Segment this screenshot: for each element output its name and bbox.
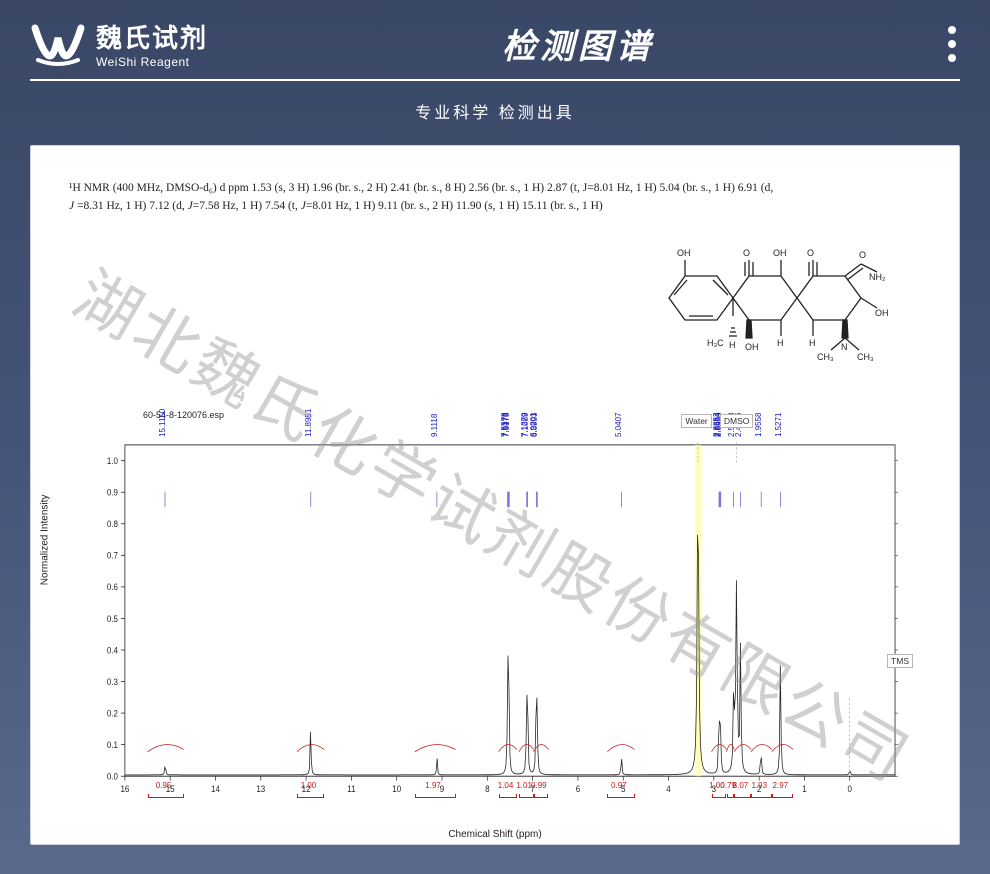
spectrum-svg: 0.00.10.20.30.40.50.60.70.80.91.01615141… (81, 436, 909, 814)
solvent-label: DMSO (720, 414, 754, 428)
svg-text:11: 11 (347, 783, 356, 794)
svg-text:13: 13 (256, 783, 265, 794)
mol-n: N (841, 342, 848, 352)
integral-bracket (519, 794, 533, 798)
integral-value: 0.99 (531, 781, 547, 790)
integral-bracket (734, 794, 751, 798)
svg-text:0.5: 0.5 (107, 613, 118, 624)
svg-text:0.2: 0.2 (107, 708, 118, 719)
integral-bracket (148, 794, 184, 798)
integral-value: 0.95 (156, 781, 172, 790)
svg-text:0.9: 0.9 (107, 487, 118, 498)
svg-text:1.0: 1.0 (107, 456, 118, 467)
header-divider (30, 79, 960, 81)
peak-label: 11.8951 (304, 409, 313, 437)
subtitle: 专业科学 检测出具 (0, 99, 990, 123)
brand-name-cn: 魏氏试剂 (96, 18, 208, 55)
integral-bracket (415, 794, 456, 798)
brand-name-en: WeiShi Reagent (96, 55, 208, 69)
integral-value: 0.97 (611, 781, 627, 790)
mol-oh3: OH (875, 308, 889, 318)
peak-label: 1.5271 (774, 413, 783, 437)
mol-h2: H (809, 338, 816, 348)
svg-text:0.6: 0.6 (107, 582, 118, 593)
mol-oh4: OH (745, 342, 759, 352)
peak-label: 15.1150 (158, 409, 167, 437)
logo: 魏氏试剂 WeiShi Reagent (30, 18, 208, 69)
svg-text:0.4: 0.4 (107, 645, 118, 656)
integral-bracket (712, 794, 727, 798)
mol-h1: H (777, 338, 784, 348)
svg-text:4: 4 (666, 783, 671, 794)
integral-bracket (297, 794, 324, 798)
nmr-line1: ¹H NMR (400 MHz, DMSO-d₆) d ppm 1.53 (s,… (69, 182, 773, 194)
mol-ch3a: CH₃ (817, 352, 834, 362)
mol-oh1: OH (677, 248, 691, 258)
integral-bracket (499, 794, 517, 798)
nmr-spectrum: 60-54-8-120076.esp Normalized Intensity … (81, 436, 909, 814)
peak-label: 1.9558 (754, 413, 763, 437)
svg-text:10: 10 (392, 783, 401, 794)
integral-value: 1.04 (498, 781, 514, 790)
page-title: 检测图谱 (208, 19, 948, 68)
integral-value: 1.01 (516, 781, 532, 790)
mol-oh2: OH (773, 248, 787, 258)
spectrum-filename: 60-54-8-120076.esp (143, 410, 224, 420)
svg-text:0.0: 0.0 (107, 771, 118, 782)
peak-label: 7.5178 (502, 413, 511, 437)
mol-nh2: NH₂ (869, 272, 886, 282)
svg-text:0.3: 0.3 (107, 676, 118, 687)
molecule-structure: OH O OH O O NH₂ OH H H H₃C OH H N CH₃ CH… (659, 238, 889, 408)
svg-text:1: 1 (802, 783, 807, 794)
svg-text:0.7: 0.7 (107, 550, 118, 561)
y-axis-label: Normalized Intensity (40, 495, 51, 586)
report-panel: ¹H NMR (400 MHz, DMSO-d₆) d ppm 1.53 (s,… (30, 145, 960, 845)
mol-ch3b: CH₃ (857, 352, 874, 362)
header: 魏氏试剂 WeiShi Reagent 检测图谱 (0, 0, 990, 79)
peak-label: 9.1118 (430, 414, 439, 437)
svg-text:0.8: 0.8 (107, 519, 118, 530)
mol-o3: O (859, 250, 866, 260)
svg-text:0: 0 (848, 783, 853, 794)
svg-text:0.1: 0.1 (107, 740, 118, 751)
solvent-label: Water (681, 414, 711, 428)
mol-o1: O (743, 248, 750, 258)
peak-label: 5.0407 (614, 413, 623, 437)
integral-value: 2.97 (773, 781, 789, 790)
mol-h3: H (729, 340, 736, 350)
svg-text:6: 6 (576, 783, 581, 794)
menu-dots-icon[interactable] (948, 26, 960, 62)
nmr-description: ¹H NMR (400 MHz, DMSO-d₆) d ppm 1.53 (s,… (69, 180, 849, 216)
integral-value: 8.07 (733, 781, 749, 790)
integral-value: 1.97 (425, 781, 441, 790)
mol-h3c: H₃C (707, 338, 724, 348)
integral-bracket (607, 794, 634, 798)
integral-bracket (534, 794, 549, 798)
peak-label: 6.8993 (530, 413, 539, 437)
integral-value: 1.93 (751, 781, 767, 790)
integral-value: 1.00 (301, 781, 317, 790)
x-axis-label: Chemical Shift (ppm) (448, 829, 541, 840)
integral-bracket (727, 794, 735, 798)
integral-bracket (772, 794, 793, 798)
svg-text:14: 14 (211, 783, 220, 794)
svg-text:16: 16 (120, 783, 129, 794)
svg-text:8: 8 (485, 783, 490, 794)
brand-logo-icon (30, 20, 86, 68)
integral-bracket (751, 794, 772, 798)
tms-label: TMS (887, 654, 913, 668)
mol-o2: O (807, 248, 814, 258)
